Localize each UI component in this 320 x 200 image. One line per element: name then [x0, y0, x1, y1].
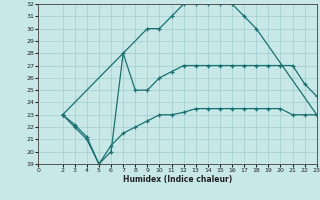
X-axis label: Humidex (Indice chaleur): Humidex (Indice chaleur) — [123, 175, 232, 184]
